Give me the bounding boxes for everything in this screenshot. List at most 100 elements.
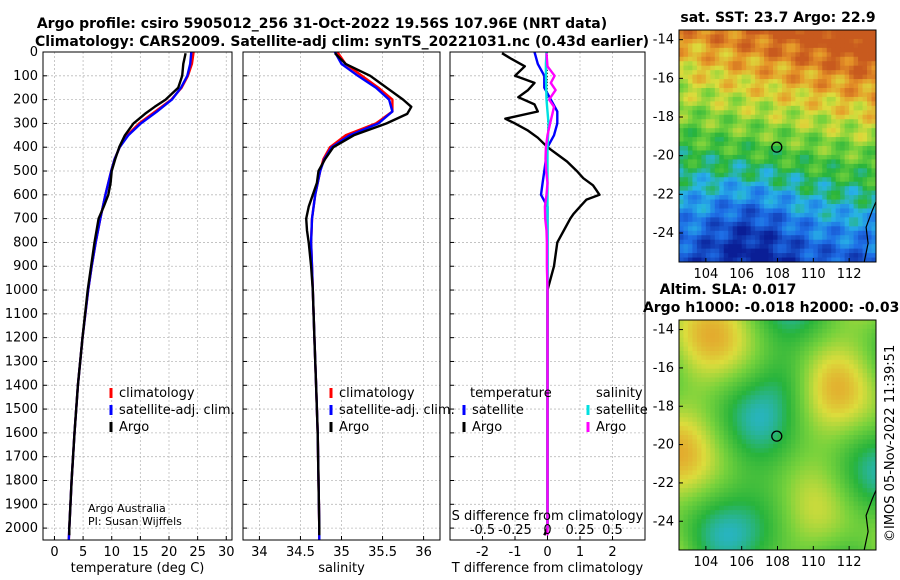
map-y-tick-label: -24 xyxy=(653,226,674,241)
map-cell xyxy=(790,248,796,254)
map-cell xyxy=(871,96,877,102)
map-cell xyxy=(723,217,729,223)
map-cell xyxy=(750,253,756,258)
map-cell xyxy=(840,505,846,511)
map-cell xyxy=(862,52,868,58)
map-cell xyxy=(786,221,792,227)
map-cell xyxy=(849,92,855,98)
map-cell xyxy=(696,457,702,462)
map-cell xyxy=(795,532,801,538)
map-cell xyxy=(714,168,720,174)
map-cell xyxy=(764,221,769,227)
map-cell xyxy=(755,132,760,138)
map-cell xyxy=(790,359,796,365)
map-cell xyxy=(750,505,756,511)
map-cell xyxy=(817,505,823,511)
map-cell xyxy=(799,70,805,76)
map-cell xyxy=(862,212,868,218)
map-cell xyxy=(808,510,814,516)
map-cell xyxy=(705,536,711,542)
map-cell xyxy=(831,545,837,551)
map-cell xyxy=(741,34,747,40)
map-cell xyxy=(773,235,778,241)
map-cell xyxy=(835,199,841,205)
map-cell xyxy=(728,386,734,392)
map-cell xyxy=(692,399,698,405)
map-cell xyxy=(741,377,747,383)
map-cell xyxy=(759,448,765,454)
map-cell xyxy=(741,523,747,529)
map-cell xyxy=(813,519,819,524)
map-cell xyxy=(728,364,734,370)
map-cell xyxy=(692,154,698,160)
map-cell xyxy=(679,426,684,431)
map-cell xyxy=(849,519,855,524)
map-cell xyxy=(795,92,801,98)
map-cell xyxy=(813,217,819,223)
map-cell xyxy=(737,439,743,445)
map-cell xyxy=(746,61,752,67)
map-cell xyxy=(858,226,863,232)
map-cell xyxy=(732,88,738,93)
map-cell xyxy=(871,114,877,120)
map-cell xyxy=(822,128,828,134)
map-cell xyxy=(795,443,801,449)
map-cell xyxy=(786,443,792,449)
map-cell xyxy=(764,114,769,120)
map-cell xyxy=(746,333,752,339)
x-tick-label: 25 xyxy=(189,545,206,560)
map-cell xyxy=(692,346,698,352)
map-cell xyxy=(808,217,814,223)
map-cell xyxy=(813,141,819,147)
map-cell xyxy=(764,212,769,218)
map-cell xyxy=(741,448,747,454)
map-cell xyxy=(853,342,859,347)
legend-label: Argo xyxy=(472,420,502,435)
map-cell xyxy=(741,244,747,250)
map-cell xyxy=(826,56,832,62)
map-cell xyxy=(853,181,859,187)
map-cell xyxy=(701,443,707,449)
map-cell xyxy=(831,483,837,489)
map-cell xyxy=(840,34,846,40)
map-cell xyxy=(871,195,877,200)
map-cell xyxy=(795,501,801,507)
y-tick-label: 500 xyxy=(13,164,38,179)
map-cell xyxy=(822,137,828,142)
map-cell xyxy=(692,137,698,142)
map-cell xyxy=(723,328,729,334)
map-cell xyxy=(714,519,720,524)
map-cell xyxy=(817,239,823,245)
map-cell xyxy=(683,154,689,160)
map-cell xyxy=(867,92,872,98)
map-y-tick-label: -18 xyxy=(653,399,674,414)
map-cell xyxy=(683,61,689,67)
map-cell xyxy=(728,110,734,116)
map-cell xyxy=(746,150,752,156)
map-cell xyxy=(683,101,689,107)
map-cell xyxy=(826,47,832,53)
map-cell xyxy=(746,181,752,187)
map-cell xyxy=(737,527,743,533)
map-cell xyxy=(723,141,729,147)
map-cell xyxy=(826,132,832,138)
map-cell xyxy=(849,381,855,387)
map-cell xyxy=(813,505,819,511)
map-cell xyxy=(683,439,689,445)
map-cell xyxy=(759,79,765,84)
map-cell xyxy=(844,212,850,218)
map-cell xyxy=(835,119,841,125)
map-cell xyxy=(835,532,841,538)
map-cell xyxy=(844,368,850,374)
map-cell xyxy=(795,390,801,396)
map-cell xyxy=(696,381,702,387)
map-cell xyxy=(687,470,693,476)
map-cell xyxy=(867,496,872,502)
map-cell xyxy=(822,373,828,378)
map-cell xyxy=(705,527,711,533)
map-cell xyxy=(741,150,747,156)
map-cell xyxy=(853,244,859,250)
map-cell xyxy=(710,248,716,254)
map-cell xyxy=(790,523,796,529)
map-cell xyxy=(813,342,819,347)
